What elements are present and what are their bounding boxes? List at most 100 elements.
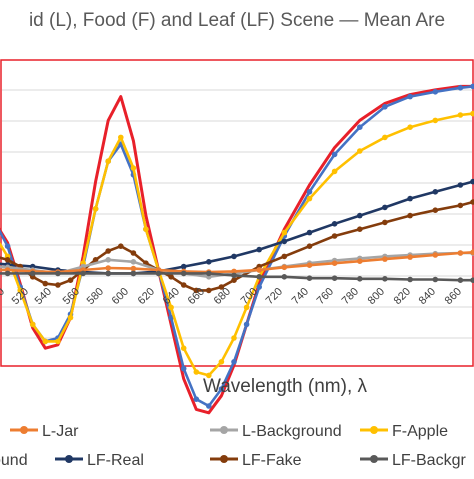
data-point-3-13 <box>306 229 313 236</box>
data-point-7-3 <box>55 270 61 277</box>
legend-label: L-Background <box>242 423 342 440</box>
data-point-6-12 <box>281 264 288 271</box>
data-point-2-6 <box>67 314 74 321</box>
data-point-1-26 <box>382 104 388 110</box>
data-point-1-19 <box>231 359 237 365</box>
data-point-7-11 <box>256 274 263 280</box>
data-point-2-24 <box>331 168 338 175</box>
legend-label: LF-Real <box>87 452 144 469</box>
data-point-4-23 <box>331 233 338 239</box>
data-point-2-18 <box>218 359 225 365</box>
data-point-3-10 <box>231 253 237 260</box>
data-point-3-17 <box>407 195 413 202</box>
legend-item-5: LF-Fake <box>210 452 302 469</box>
legend-label: ound <box>0 452 28 469</box>
data-point-4-16 <box>193 287 200 294</box>
data-point-4-1 <box>4 257 11 263</box>
grid <box>0 59 474 367</box>
series-0 <box>0 84 473 415</box>
data-point-2-8 <box>92 206 99 212</box>
data-point-6-6 <box>130 265 137 272</box>
data-point-4-21 <box>281 253 288 260</box>
legend-swatch-marker <box>370 455 378 463</box>
data-point-1-21 <box>256 284 263 290</box>
legend-item-3: ound <box>0 452 28 469</box>
data-point-1-16 <box>193 396 200 403</box>
data-point-2-19 <box>231 335 237 341</box>
data-point-3-15 <box>357 212 363 219</box>
data-point-4-9 <box>105 248 111 254</box>
data-point-4-8 <box>92 257 99 263</box>
data-point-1-30 <box>470 83 474 90</box>
data-point-2-11 <box>130 165 137 171</box>
data-point-6-18 <box>432 252 439 258</box>
data-point-3-16 <box>382 204 388 211</box>
data-point-1-25 <box>357 124 363 130</box>
legend-item-4: LF-Real <box>55 452 144 469</box>
data-point-4-15 <box>180 282 187 288</box>
data-point-5-5 <box>105 257 111 263</box>
data-point-3-8 <box>180 263 187 270</box>
series-7 <box>0 270 474 284</box>
legend-item-6: LF-Backgr <box>360 452 466 469</box>
data-point-3-20 <box>470 178 474 185</box>
legend-swatch-marker <box>220 426 228 434</box>
series-4 <box>0 199 474 294</box>
x-axis-title: Wavelength (nm), λ <box>203 376 368 397</box>
data-point-6-10 <box>231 268 237 275</box>
legend-label: LF-Backgr <box>392 452 466 469</box>
data-point-3-9 <box>206 259 212 265</box>
data-point-7-12 <box>281 274 288 280</box>
data-point-7-16 <box>382 276 388 282</box>
data-point-7-4 <box>80 270 86 277</box>
data-point-7-14 <box>331 275 338 282</box>
data-point-7-6 <box>130 270 137 277</box>
x-tick-label: 00 <box>0 286 7 303</box>
legend-swatch-marker <box>20 426 28 434</box>
data-point-1-1 <box>4 243 11 249</box>
data-point-2-2 <box>17 287 24 294</box>
data-point-4-18 <box>218 284 225 290</box>
data-point-2-26 <box>382 134 388 141</box>
data-point-4-27 <box>432 207 439 213</box>
data-point-7-20 <box>470 277 474 283</box>
data-point-4-4 <box>42 280 49 287</box>
data-point-2-22 <box>281 229 288 236</box>
data-point-3-12 <box>281 238 288 245</box>
data-point-3-18 <box>432 189 439 195</box>
data-point-6-16 <box>382 256 388 262</box>
data-point-2-23 <box>306 195 313 202</box>
data-point-4-24 <box>357 226 363 232</box>
data-point-4-14 <box>168 274 174 280</box>
data-point-4-26 <box>407 212 413 219</box>
chart-title: id (L), Food (F) and Leaf (LF) Scene — M… <box>29 10 445 31</box>
series-line-0 <box>0 84 473 415</box>
legend-swatch-marker <box>65 455 73 463</box>
data-point-2-29 <box>457 112 464 118</box>
data-point-6-19 <box>457 250 464 256</box>
data-point-1-24 <box>331 151 338 158</box>
data-point-4-19 <box>231 277 237 284</box>
data-point-7-7 <box>155 270 162 277</box>
data-point-2-12 <box>143 226 149 232</box>
data-point-1-15 <box>180 365 187 372</box>
data-point-7-15 <box>357 276 363 282</box>
data-point-7-10 <box>231 272 237 279</box>
data-point-7-17 <box>407 276 413 283</box>
plot-frame <box>0 59 474 367</box>
plot-area <box>0 83 474 415</box>
data-point-2-4 <box>42 338 49 345</box>
data-point-1-20 <box>243 321 250 328</box>
legend: L-Jar L-Background F-Apple ound LF-Real LF-Fa… <box>0 423 466 469</box>
data-point-7-9 <box>206 270 212 277</box>
data-point-7-19 <box>457 277 464 284</box>
data-point-1-27 <box>407 93 413 100</box>
data-point-4-28 <box>457 202 464 209</box>
data-point-3-11 <box>256 246 263 253</box>
data-point-3-14 <box>331 221 338 227</box>
data-point-3-19 <box>457 182 464 188</box>
data-point-6-15 <box>357 258 363 265</box>
data-point-4-22 <box>306 243 313 249</box>
data-point-2-25 <box>357 148 363 154</box>
